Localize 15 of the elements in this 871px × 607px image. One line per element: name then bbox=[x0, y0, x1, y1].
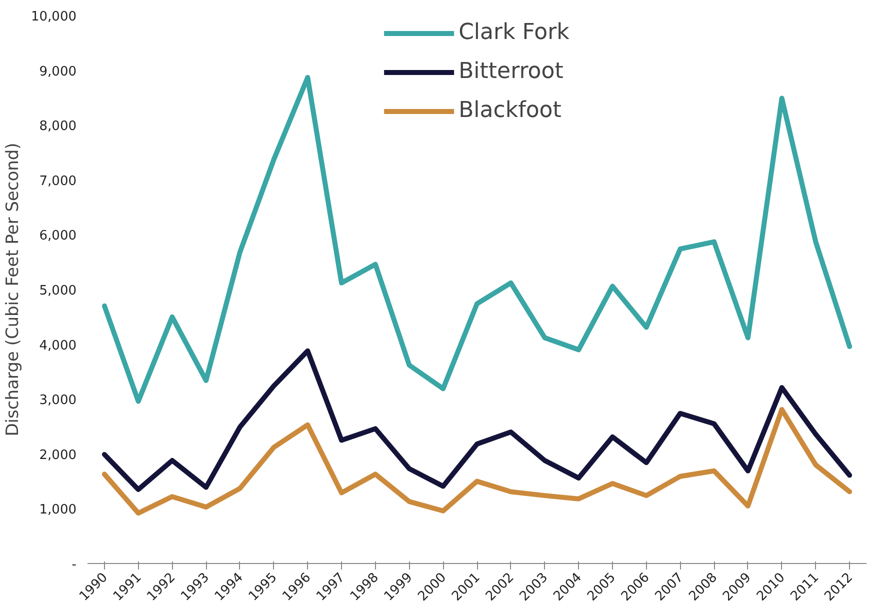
y-tick-label: 1,000 bbox=[39, 502, 76, 518]
y-tick-label: 5,000 bbox=[39, 284, 76, 298]
y-axis-title: Discharge (Cubic Feet Per Second) bbox=[3, 142, 24, 436]
y-tick-label: - bbox=[72, 558, 77, 572]
y-tick-label: 7,000 bbox=[39, 174, 76, 189]
y-tick-label: 2,000 bbox=[39, 448, 76, 463]
y-tick-label: 3,000 bbox=[39, 393, 76, 408]
y-tick-label: 4,000 bbox=[39, 338, 76, 354]
y-tick-label: 8,000 bbox=[39, 119, 76, 134]
legend-label: Blackfoot bbox=[458, 98, 562, 123]
legend-label: Clark Fork bbox=[458, 20, 570, 45]
y-tick-label: 10,000 bbox=[31, 10, 77, 24]
y-tick-label: 6,000 bbox=[39, 228, 76, 244]
legend-label: Bitterroot bbox=[458, 59, 564, 84]
y-tick-label: 9,000 bbox=[39, 64, 76, 80]
